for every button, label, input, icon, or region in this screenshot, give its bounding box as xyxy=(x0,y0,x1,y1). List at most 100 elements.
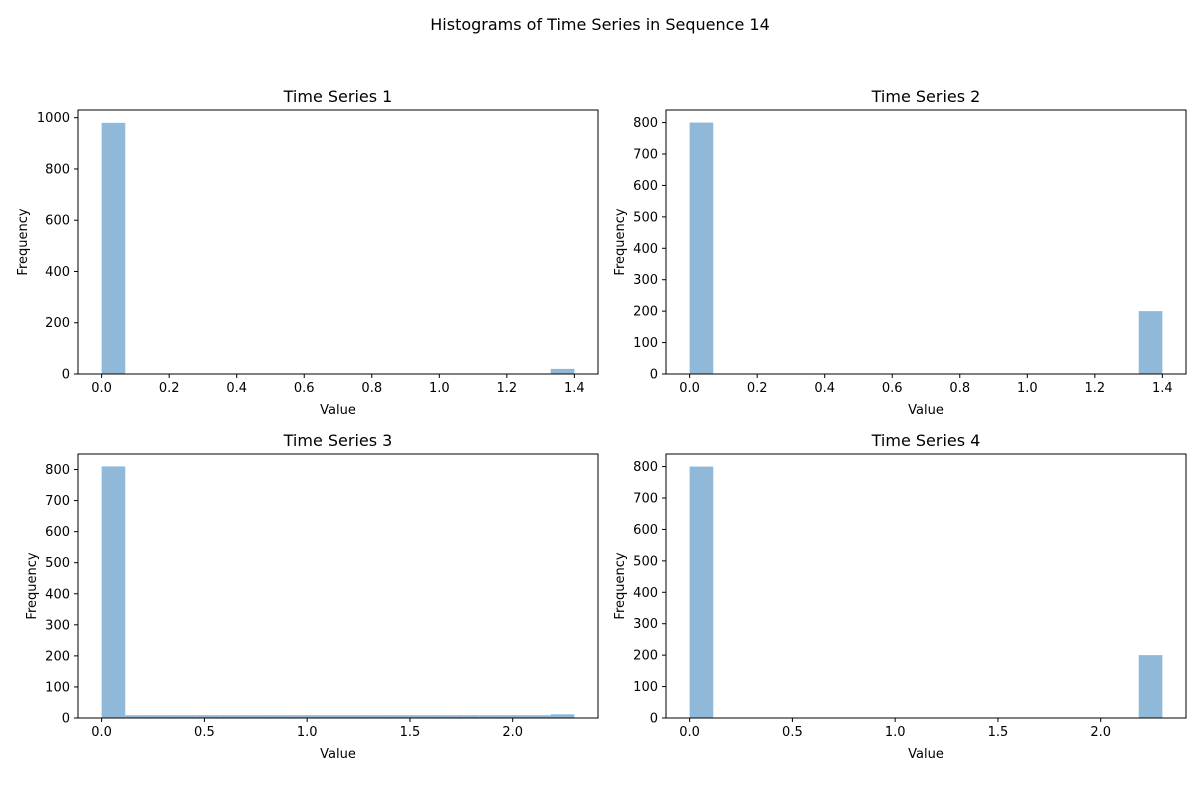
x-tick-label: 1.2 xyxy=(1084,381,1105,396)
subplot-title: Time Series 3 xyxy=(283,431,393,450)
x-tick-label: 1.0 xyxy=(885,725,906,740)
y-tick-label: 300 xyxy=(633,617,658,632)
y-tick-label: 500 xyxy=(633,554,658,569)
subplot-title: Time Series 2 xyxy=(871,87,981,106)
histogram-bar xyxy=(267,715,291,718)
y-tick-label: 100 xyxy=(633,680,658,695)
x-tick-label: 2.0 xyxy=(502,725,523,740)
y-tick-label: 800 xyxy=(45,162,70,177)
histogram-bar xyxy=(148,715,173,718)
y-tick-label: 1000 xyxy=(37,111,70,126)
histogram-bar xyxy=(1138,655,1163,718)
y-tick-label: 600 xyxy=(633,523,658,538)
x-tick-label: 0.4 xyxy=(226,381,247,396)
y-tick-label: 700 xyxy=(633,148,658,163)
histogram-bar xyxy=(125,715,149,718)
histogram-bar xyxy=(503,715,528,718)
axes-frame xyxy=(665,109,1187,375)
histogram-bar xyxy=(550,368,575,374)
x-tick-label: 1.0 xyxy=(297,725,318,740)
histogram-bar xyxy=(456,715,480,718)
y-tick-label: 500 xyxy=(45,556,70,571)
y-tick-label: 0 xyxy=(62,712,70,727)
x-tick-label: 1.5 xyxy=(988,725,1009,740)
x-tick-label: 0.8 xyxy=(949,381,970,396)
y-axis-label: Frequency xyxy=(16,208,31,275)
y-tick-label: 400 xyxy=(45,265,70,280)
histogram-bar xyxy=(550,714,575,718)
x-tick-label: 1.0 xyxy=(1017,381,1038,396)
x-tick-label: 0.5 xyxy=(194,725,215,740)
histogram-bar xyxy=(432,715,457,718)
x-tick-label: 0.4 xyxy=(814,381,835,396)
y-axis-label: Frequency xyxy=(613,208,628,275)
x-axis-label: Value xyxy=(320,747,356,762)
y-tick-label: 0 xyxy=(650,368,658,383)
y-axis-label: Frequency xyxy=(25,552,40,619)
y-tick-label: 800 xyxy=(633,460,658,475)
figure-suptitle: Histograms of Time Series in Sequence 14 xyxy=(430,15,770,34)
x-axis-label: Value xyxy=(908,747,944,762)
histogram-bar xyxy=(101,466,126,718)
x-tick-label: 0.2 xyxy=(159,381,180,396)
x-tick-label: 0.0 xyxy=(679,725,700,740)
y-tick-label: 100 xyxy=(633,336,658,351)
x-tick-label: 0.0 xyxy=(91,381,112,396)
histogram-bar xyxy=(385,715,409,718)
y-tick-label: 700 xyxy=(633,492,658,507)
x-axis-label: Value xyxy=(908,403,944,418)
y-tick-label: 200 xyxy=(45,649,70,664)
x-tick-label: 0.0 xyxy=(679,381,700,396)
histogram-bar xyxy=(527,715,551,718)
histogram-bar xyxy=(1138,311,1163,374)
y-tick-label: 300 xyxy=(45,618,70,633)
y-tick-label: 500 xyxy=(633,210,658,225)
y-tick-label: 200 xyxy=(633,649,658,664)
y-tick-label: 600 xyxy=(45,525,70,540)
x-tick-label: 0.2 xyxy=(747,381,768,396)
subplot-1: Time Series 1 Value Frequency 0.0 0.2 0.4 0… xyxy=(16,87,599,418)
x-tick-label: 1.4 xyxy=(1152,381,1173,396)
y-tick-label: 0 xyxy=(62,368,70,383)
y-tick-label: 400 xyxy=(633,586,658,601)
y-tick-label: 200 xyxy=(45,316,70,331)
x-axis-label: Value xyxy=(320,403,356,418)
subplot-3: Time Series 3 Value Frequency 0.0 0.5 1.0 1… xyxy=(25,431,599,762)
histogram-bar xyxy=(689,466,714,718)
y-tick-label: 600 xyxy=(633,179,658,194)
y-tick-label: 200 xyxy=(633,305,658,320)
histogram-bar xyxy=(361,715,386,718)
axes-frame xyxy=(665,453,1187,719)
y-axis-label: Frequency xyxy=(613,552,628,619)
histogram-bar xyxy=(243,715,268,718)
x-tick-label: 0.0 xyxy=(91,725,112,740)
y-tick-label: 700 xyxy=(45,494,70,509)
x-tick-label: 1.0 xyxy=(429,381,450,396)
x-tick-label: 0.6 xyxy=(294,381,315,396)
y-tick-label: 800 xyxy=(633,116,658,131)
y-tick-label: 400 xyxy=(45,587,70,602)
histogram-bar xyxy=(290,715,315,718)
subplot-title: Time Series 1 xyxy=(283,87,393,106)
histogram-bar xyxy=(101,122,126,374)
x-tick-label: 2.0 xyxy=(1090,725,1111,740)
x-tick-label: 1.2 xyxy=(496,381,517,396)
x-tick-label: 1.5 xyxy=(400,725,421,740)
y-tick-label: 300 xyxy=(633,273,658,288)
y-tick-label: 0 xyxy=(650,712,658,727)
histogram-bar xyxy=(172,715,197,718)
histogram-bar xyxy=(196,715,220,718)
y-tick-label: 600 xyxy=(45,214,70,229)
x-tick-label: 0.5 xyxy=(782,725,803,740)
subplot-title: Time Series 4 xyxy=(871,431,981,450)
subplot-4: Time Series 4 Value Frequency 0.0 0.5 1.0 1… xyxy=(613,431,1187,762)
histogram-bar xyxy=(338,715,362,718)
x-tick-label: 0.6 xyxy=(882,381,903,396)
y-tick-label: 100 xyxy=(45,680,70,695)
subplot-2: Time Series 2 Value Frequency 0.0 0.2 0.4 0… xyxy=(613,87,1187,418)
axes-frame xyxy=(77,109,599,375)
histogram-bar xyxy=(689,122,714,374)
histogram-bar xyxy=(219,715,244,718)
axes-frame xyxy=(77,453,599,719)
